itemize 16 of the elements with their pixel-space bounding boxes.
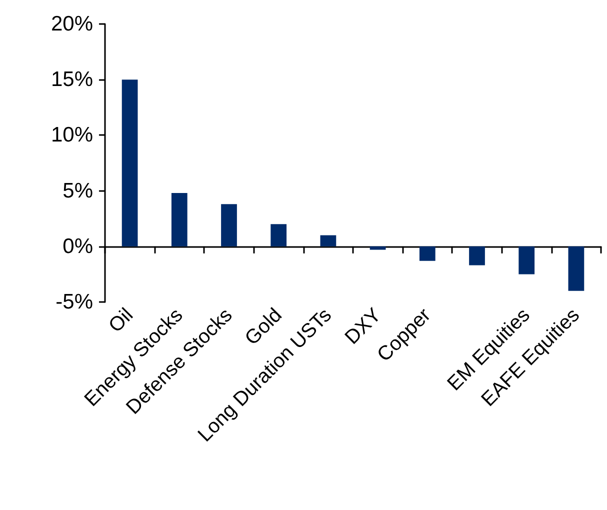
bar	[469, 246, 485, 266]
y-tick-label: 0%	[62, 234, 93, 258]
bar	[419, 246, 436, 261]
y-tick-label: 5%	[62, 179, 93, 202]
y-tick-label: 10%	[50, 124, 93, 147]
bar	[270, 224, 287, 246]
bar	[320, 235, 336, 246]
bar	[518, 246, 535, 274]
y-tick-label: -5%	[56, 290, 93, 314]
x-tick-label: Oil	[104, 304, 138, 338]
bar	[122, 80, 138, 246]
bar	[221, 204, 237, 246]
y-tick-label: 20%	[50, 12, 93, 36]
y-tick-label: 15%	[50, 68, 93, 92]
bar	[568, 246, 584, 291]
bar	[171, 193, 188, 246]
